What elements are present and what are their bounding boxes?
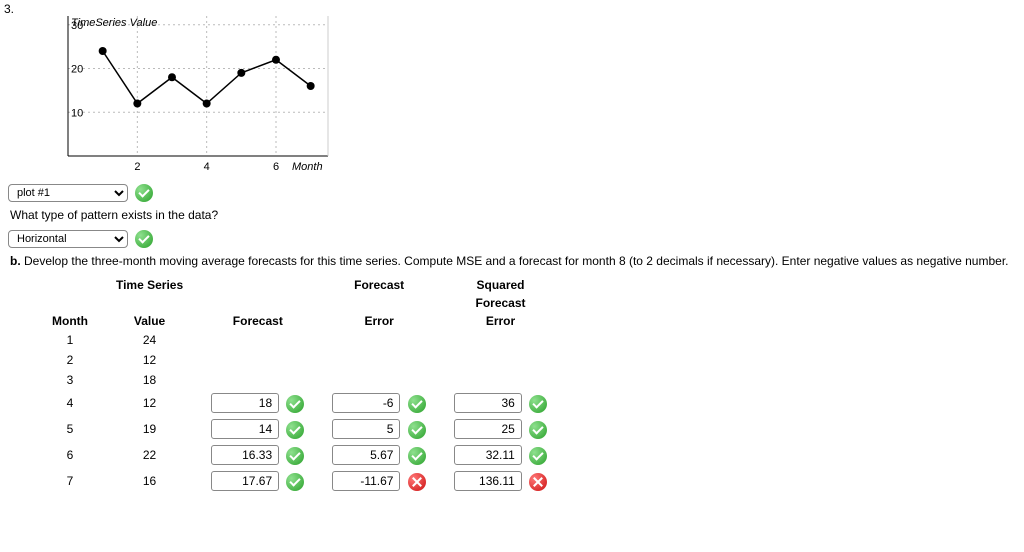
col-month: Month xyxy=(38,312,102,330)
plot-select[interactable]: plot #1 xyxy=(8,184,128,202)
check-icon xyxy=(529,447,547,465)
svg-text:6: 6 xyxy=(273,161,279,173)
answer-input[interactable]: 36 xyxy=(454,393,522,413)
answer-input[interactable]: 16.33 xyxy=(211,445,279,465)
part-b-text: b. Develop the three-month moving averag… xyxy=(10,254,1016,268)
svg-text:Month: Month xyxy=(292,161,323,173)
check-icon xyxy=(286,395,304,413)
question-number: 3. xyxy=(4,2,14,16)
check-icon xyxy=(408,395,426,413)
timeseries-chart: 102030246TimeSeries ValueMonth xyxy=(36,10,1016,180)
col-timeseries: Time Series xyxy=(102,276,197,294)
col-sq-forecast-error: Squared xyxy=(440,276,561,294)
answer-input[interactable]: -6 xyxy=(332,393,400,413)
answer-input[interactable]: 136.11 xyxy=(454,471,522,491)
table-row: 71617.67 -11.67 136.11 xyxy=(38,468,561,494)
pattern-question-text: What type of pattern exists in the data? xyxy=(10,208,1016,222)
answer-input[interactable]: 5.67 xyxy=(332,445,400,465)
svg-text:10: 10 xyxy=(71,107,83,119)
answer-input[interactable]: 18 xyxy=(211,393,279,413)
answer-input[interactable]: 32.11 xyxy=(454,445,522,465)
answer-input[interactable]: -11.67 xyxy=(332,471,400,491)
answer-input[interactable]: 25 xyxy=(454,419,522,439)
check-icon xyxy=(135,230,153,248)
x-icon xyxy=(529,473,547,491)
answer-input[interactable]: 5 xyxy=(332,419,400,439)
check-icon xyxy=(529,421,547,439)
check-icon xyxy=(286,421,304,439)
svg-text:2: 2 xyxy=(134,161,140,173)
table-row: 318 xyxy=(38,370,561,390)
forecast-table: Time Series Forecast Squared Forecast Mo… xyxy=(38,276,561,494)
svg-text:TimeSeries Value: TimeSeries Value xyxy=(71,17,157,29)
answer-input[interactable]: 17.67 xyxy=(211,471,279,491)
check-icon xyxy=(286,473,304,491)
table-row: 62216.33 5.67 32.11 xyxy=(38,442,561,468)
check-icon xyxy=(408,447,426,465)
svg-text:20: 20 xyxy=(71,64,83,76)
check-icon xyxy=(529,395,547,413)
answer-input[interactable]: 14 xyxy=(211,419,279,439)
table-row: 212 xyxy=(38,350,561,370)
pattern-select[interactable]: Horizontal xyxy=(8,230,128,248)
svg-text:4: 4 xyxy=(204,161,210,173)
x-icon xyxy=(408,473,426,491)
col-forecast: Forecast xyxy=(197,312,318,330)
table-row: 51914 5 25 xyxy=(38,416,561,442)
part-b-label: b. xyxy=(10,254,21,268)
table-row: 41218 -6 36 xyxy=(38,390,561,416)
col-forecast-error: Forecast xyxy=(318,276,439,294)
check-icon xyxy=(408,421,426,439)
check-icon xyxy=(135,184,153,202)
check-icon xyxy=(286,447,304,465)
table-row: 124 xyxy=(38,330,561,350)
